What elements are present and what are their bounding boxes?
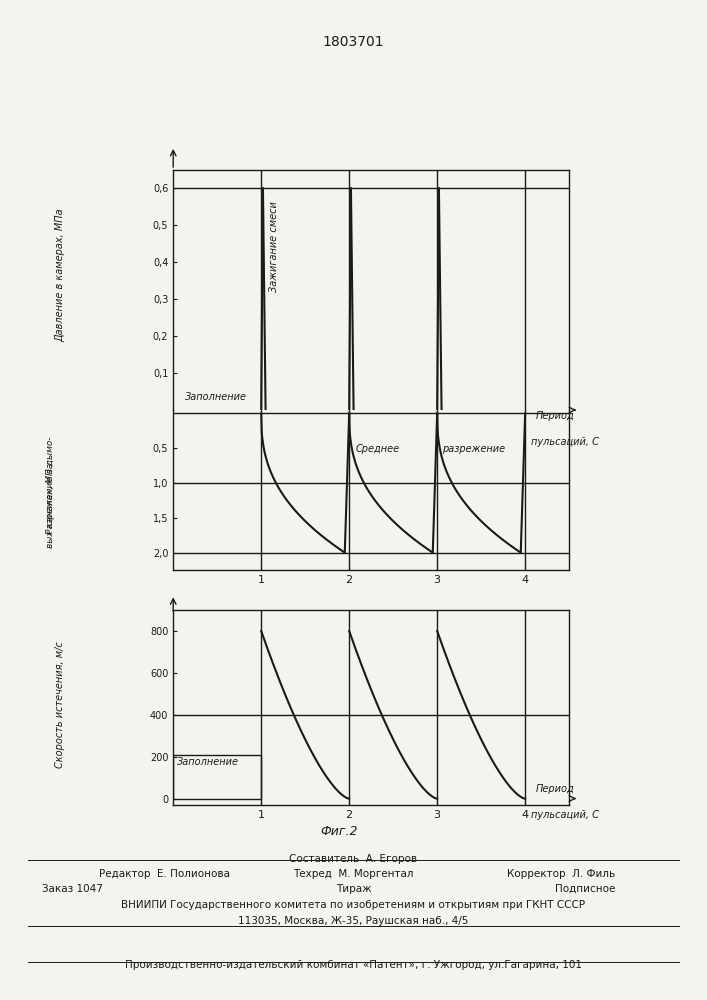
Text: Производственно-издательский комбинат «Патент», г. Ужгород, ул.Гагарина, 101: Производственно-издательский комбинат «П…	[125, 960, 582, 970]
Text: Давление в камерах, МПа: Давление в камерах, МПа	[55, 208, 65, 342]
Text: Заполнение: Заполнение	[185, 392, 247, 402]
Text: Фиг.2: Фиг.2	[320, 825, 358, 838]
Text: пульсаций, С: пульсаций, С	[531, 810, 599, 820]
Text: Техред  М. Моргентал: Техред М. Моргентал	[293, 869, 414, 879]
Text: пульсаций, С: пульсаций, С	[531, 437, 599, 447]
Text: Корректор  Л. Филь: Корректор Л. Филь	[507, 869, 615, 879]
Text: Период: Период	[536, 411, 575, 421]
Text: Редактор  Е. Полионова: Редактор Е. Полионова	[99, 869, 230, 879]
Text: Среднее: Среднее	[356, 444, 399, 454]
Text: Период: Период	[536, 784, 575, 794]
Text: вых каналах, МПа: вых каналах, МПа	[47, 462, 55, 548]
Text: Заказ 1047: Заказ 1047	[42, 884, 103, 894]
Text: разрежение: разрежение	[442, 444, 505, 454]
Text: ВНИИПИ Государственного комитета по изобретениям и открытиям при ГКНТ СССР: ВНИИПИ Государственного комитета по изоб…	[122, 900, 585, 910]
Text: Скорость истечения, м/с: Скорость истечения, м/с	[55, 642, 65, 768]
Text: Зажигание смеси: Зажигание смеси	[269, 201, 279, 292]
Text: Составитель  А. Егоров: Составитель А. Егоров	[289, 854, 418, 864]
Text: Подписное: Подписное	[555, 884, 615, 894]
Text: 113035, Москва, Ж-35, Раушская наб., 4/5: 113035, Москва, Ж-35, Раушская наб., 4/5	[238, 916, 469, 926]
Text: 1803701: 1803701	[322, 35, 385, 49]
Text: Тираж: Тираж	[336, 884, 371, 894]
Text: Заполнение: Заполнение	[177, 757, 239, 767]
Text: Разрежение в дымо-: Разрежение в дымо-	[47, 436, 55, 534]
